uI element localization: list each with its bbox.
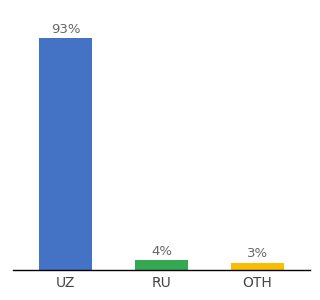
Text: 4%: 4% — [151, 244, 172, 257]
Bar — [135, 260, 188, 270]
Text: 93%: 93% — [51, 23, 80, 36]
Bar — [231, 262, 284, 270]
Bar — [39, 38, 92, 270]
Text: 3%: 3% — [247, 247, 268, 260]
